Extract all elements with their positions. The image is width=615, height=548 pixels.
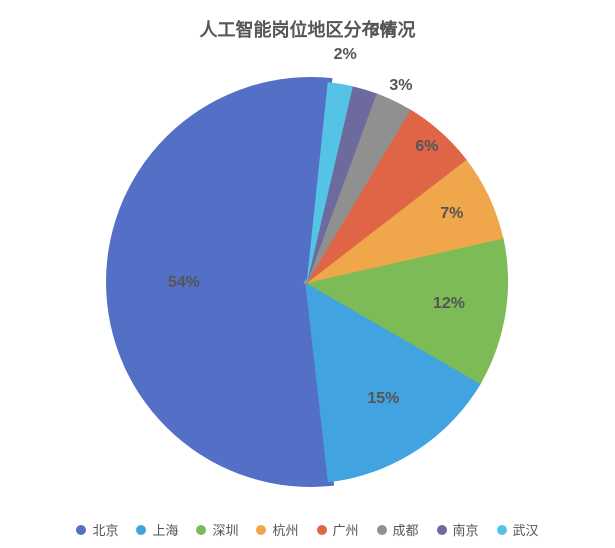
pie-svg [94, 69, 520, 495]
legend-item-4: 广州 [317, 520, 359, 539]
slice-label-1: 15% [367, 390, 399, 408]
slice-label-3: 7% [440, 205, 463, 223]
legend: 北京 上海 深圳 杭州 广州 成都 南京 武汉 [0, 520, 615, 539]
legend-label-3: 杭州 [272, 520, 298, 539]
legend-item-1: 上海 [136, 520, 178, 539]
pie-slice-0 [106, 77, 334, 487]
legend-label-2: 深圳 [212, 520, 238, 539]
legend-item-3: 杭州 [256, 520, 298, 539]
chart-root: 人工智能岗位地区分布情况 54% 15% 12% 7% 6% 3% 2% 2% 北京 上海 深圳 杭… [0, 0, 615, 548]
legend-label-1: 上海 [152, 520, 178, 539]
legend-item-6: 南京 [437, 520, 479, 539]
slice-label-6: 2% [371, 22, 394, 40]
slice-label-2: 12% [433, 295, 465, 313]
legend-item-7: 武汉 [497, 520, 539, 539]
legend-swatch-4 [317, 525, 327, 535]
legend-label-0: 北京 [92, 520, 118, 539]
legend-item-0: 北京 [76, 520, 118, 539]
legend-label-5: 成都 [393, 520, 419, 539]
pie-container [94, 69, 520, 500]
legend-item-5: 成都 [377, 520, 419, 539]
legend-swatch-6 [437, 525, 447, 535]
legend-label-7: 武汉 [513, 520, 539, 539]
slice-label-4: 6% [415, 138, 438, 156]
legend-swatch-7 [497, 525, 507, 535]
legend-item-2: 深圳 [196, 520, 238, 539]
legend-swatch-3 [256, 525, 266, 535]
chart-title: 人工智能岗位地区分布情况 [0, 16, 615, 42]
slice-label-5: 3% [389, 77, 412, 95]
legend-swatch-0 [76, 525, 86, 535]
legend-swatch-2 [196, 525, 206, 535]
legend-swatch-5 [377, 525, 387, 535]
legend-label-4: 广州 [333, 520, 359, 539]
legend-label-6: 南京 [453, 520, 479, 539]
slice-label-0: 54% [168, 274, 200, 292]
legend-swatch-1 [136, 525, 146, 535]
slice-label-7: 2% [334, 46, 357, 64]
